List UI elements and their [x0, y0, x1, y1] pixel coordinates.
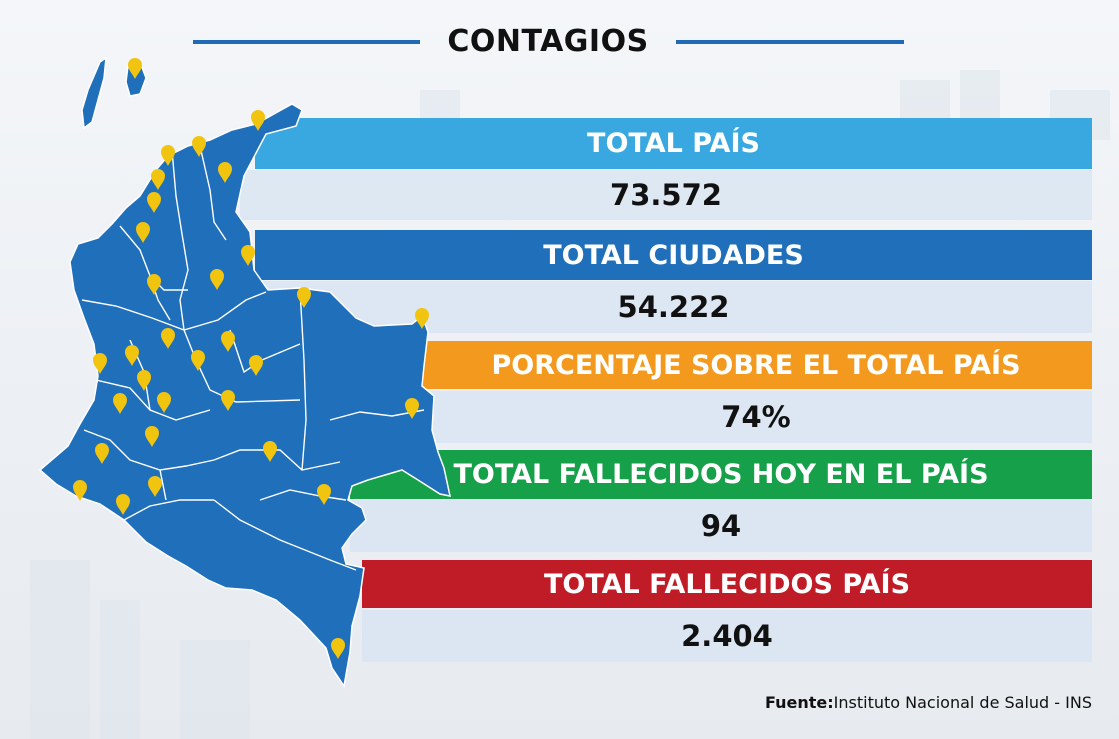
map-pin-icon [93, 353, 107, 374]
source-note: Fuente:Instituto Nacional de Salud - INS [765, 693, 1092, 712]
title-bar: CONTAGIOS [0, 20, 1119, 64]
stat-value-fallecidos-hoy: 94 [350, 500, 1092, 552]
stat-label-fallecidos-pais: TOTAL FALLECIDOS PAÍS [362, 560, 1092, 608]
map-pin-icon [251, 110, 265, 131]
title-line-left [193, 40, 420, 44]
title-line-right [676, 40, 904, 44]
map-pin-icon [218, 162, 232, 183]
map-pin-icon [405, 398, 419, 419]
map-pin-icon [157, 392, 171, 413]
city-markers [73, 58, 429, 659]
stat-value-total-pais: 73.572 [240, 170, 1092, 220]
map-pin-icon [73, 480, 87, 501]
map-pin-icon [113, 393, 127, 414]
map-pin-icon [161, 145, 175, 166]
map-pin-icon [161, 328, 175, 349]
map-pin-icon [241, 245, 255, 266]
source-prefix: Fuente: [764, 693, 834, 712]
map-pin-icon [221, 390, 235, 411]
map-pin-icon [147, 274, 161, 295]
stat-label-porcentaje: PORCENTAJE SOBRE EL TOTAL PAÍS [420, 341, 1092, 389]
map-pin-icon [209, 268, 225, 290]
map-pin-icon [249, 355, 263, 376]
map-pin-icon [151, 169, 165, 190]
map-pin-icon [116, 494, 130, 515]
map-pin-icon [415, 308, 429, 329]
map-pin-icon [317, 484, 331, 505]
map-pin-icon [136, 222, 150, 243]
stat-label-total-pais: TOTAL PAÍS [255, 118, 1092, 169]
colombia-map-shape [38, 56, 451, 688]
stat-value-porcentaje: 74% [420, 391, 1092, 443]
map-pin-icon [145, 426, 159, 447]
map-pin-icon [95, 443, 109, 464]
map-pin-icon [263, 441, 277, 462]
map-pin-icon [147, 192, 161, 213]
stat-value-fallecidos-pais: 2.404 [362, 610, 1092, 662]
map-pin-icon [128, 58, 142, 79]
source-text: Instituto Nacional de Salud - INS [833, 693, 1092, 712]
stat-label-fallecidos-hoy: TOTAL FALLECIDOS HOY EN EL PAÍS [350, 450, 1092, 499]
map-pin-icon [331, 638, 345, 659]
stat-label-total-ciudades: TOTAL CIUDADES [255, 230, 1092, 280]
map-pin-icon [192, 136, 206, 157]
page-title: CONTAGIOS [447, 24, 649, 59]
map-pin-icon [148, 476, 162, 497]
map-pin-icon [137, 370, 151, 391]
map-pin-icon [221, 331, 235, 352]
map-pin-icon [297, 287, 311, 308]
map-pin-icon [191, 350, 205, 371]
map-pin-icon [125, 345, 139, 366]
